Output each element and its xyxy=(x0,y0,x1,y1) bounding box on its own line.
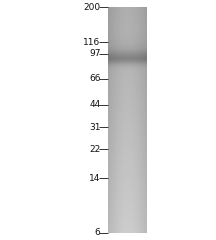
Text: 6: 6 xyxy=(95,228,100,237)
Text: 14: 14 xyxy=(89,174,100,183)
Text: 200: 200 xyxy=(83,3,100,12)
Text: 116: 116 xyxy=(83,38,100,47)
Text: 97: 97 xyxy=(89,49,100,58)
Text: 31: 31 xyxy=(89,123,100,132)
Text: 22: 22 xyxy=(89,145,100,154)
Text: 44: 44 xyxy=(89,100,100,109)
Text: 66: 66 xyxy=(89,74,100,83)
